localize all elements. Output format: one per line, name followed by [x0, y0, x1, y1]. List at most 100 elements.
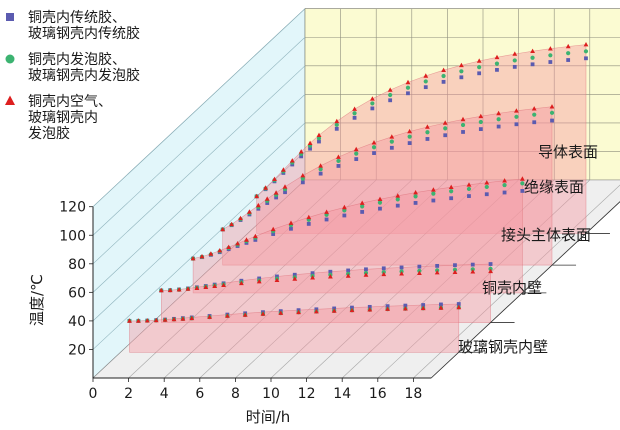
- data-point-triangle: [238, 215, 243, 221]
- data-point-square: [342, 213, 347, 218]
- data-point-circle: [413, 194, 418, 199]
- x-tick-label: 2: [124, 386, 133, 402]
- data-point-circle: [423, 79, 428, 84]
- data-point-triangle: [565, 43, 571, 49]
- data-point-triangle: [431, 187, 436, 192]
- side-gridline: [92, 122, 306, 322]
- data-point-circle: [460, 122, 466, 128]
- data-point-triangle: [514, 108, 519, 113]
- data-point-square: [470, 262, 475, 267]
- data-point-square: [328, 269, 333, 274]
- floor-edge: [430, 201, 620, 379]
- data-point-triangle: [331, 308, 337, 313]
- data-point-circle: [548, 53, 553, 58]
- data-point-triangle: [207, 314, 212, 319]
- legend-entry-line: 玻璃钢壳内: [28, 109, 98, 126]
- data-point-triangle: [381, 271, 387, 277]
- data-point-square: [354, 157, 359, 161]
- data-point-square: [381, 266, 386, 271]
- data-point-square: [439, 302, 443, 307]
- legend-entry: 铜壳内发泡胶、玻璃钢壳内发泡胶: [28, 51, 140, 84]
- data-point-triangle: [289, 158, 295, 163]
- data-point-circle: [532, 112, 537, 117]
- data-point-circle: [352, 111, 357, 116]
- data-point-triangle: [484, 180, 490, 185]
- floor-gridline: [270, 179, 484, 379]
- data-point-triangle: [349, 307, 355, 313]
- data-point-triangle: [212, 283, 218, 288]
- layer-ribbon: [222, 106, 553, 266]
- data-point-triangle: [478, 113, 484, 119]
- data-point-square: [456, 302, 461, 306]
- data-point-triangle: [496, 110, 501, 116]
- data-point-circle: [360, 204, 365, 209]
- floor-gridline: [163, 179, 377, 379]
- data-point-triangle: [441, 67, 446, 72]
- data-point-circle: [342, 208, 347, 213]
- data-point-square: [449, 196, 454, 201]
- data-point-triangle: [488, 268, 493, 274]
- data-point-square: [310, 271, 315, 276]
- data-point-triangle: [136, 318, 141, 323]
- data-point-square: [530, 62, 535, 67]
- floor-gridline: [377, 179, 591, 379]
- data-point-triangle: [144, 318, 150, 323]
- floor-gridline: [413, 184, 620, 379]
- data-point-triangle: [316, 132, 322, 137]
- data-point-triangle: [307, 140, 313, 145]
- data-point-triangle: [239, 280, 244, 286]
- legend-entry-line: 发泡胶: [28, 125, 70, 142]
- data-point-circle: [443, 126, 448, 131]
- data-point-triangle: [253, 233, 258, 239]
- data-point-square: [461, 130, 465, 134]
- floor-gridline: [235, 179, 448, 379]
- legend-entry: 铜壳内空气、玻璃钢壳内发泡胶: [28, 93, 112, 142]
- data-point-square: [253, 237, 258, 242]
- data-point-square: [443, 133, 448, 138]
- data-point-triangle: [512, 51, 518, 56]
- floor-gridline: [128, 179, 341, 379]
- data-point-square: [425, 137, 430, 141]
- data-point-square: [520, 189, 525, 193]
- y-tick-label: 20: [68, 342, 86, 358]
- data-point-triangle: [502, 178, 507, 183]
- data-point-square: [488, 262, 493, 266]
- data-point-triangle: [226, 244, 232, 249]
- data-point-square: [360, 210, 365, 214]
- data-point-triangle: [342, 204, 347, 210]
- data-point-triangle: [270, 226, 276, 232]
- data-point-triangle: [403, 306, 408, 311]
- data-point-square: [300, 180, 305, 185]
- data-point-triangle: [235, 241, 240, 246]
- data-point-triangle: [256, 279, 262, 284]
- data-point-triangle: [300, 173, 306, 178]
- data-point-triangle: [520, 176, 525, 181]
- data-point-circle: [388, 92, 393, 98]
- legend-marker-triangle: [5, 95, 15, 105]
- x-tick-label: 6: [195, 386, 204, 402]
- data-point-square: [484, 192, 489, 197]
- data-point-circle: [484, 184, 489, 190]
- data-point-square: [336, 164, 341, 168]
- side-gridline: [92, 94, 306, 293]
- y-axis-label: 温度/℃: [28, 274, 46, 326]
- data-point-circle: [395, 197, 400, 202]
- data-point-circle: [318, 167, 323, 172]
- data-point-circle: [494, 61, 500, 66]
- data-point-square: [423, 85, 428, 90]
- data-point-triangle: [306, 214, 312, 220]
- legend-entry-line: 铜壳内空气、: [28, 93, 112, 110]
- data-point-triangle: [345, 273, 351, 278]
- data-point-square: [431, 198, 436, 203]
- data-point-circle: [354, 151, 359, 156]
- data-point-circle: [496, 117, 501, 122]
- data-point-triangle: [296, 309, 301, 315]
- data-point-triangle: [220, 226, 226, 232]
- data-point-square: [317, 139, 321, 144]
- data-point-triangle: [459, 62, 464, 68]
- data-point-square: [372, 151, 376, 155]
- data-point-circle: [441, 73, 446, 79]
- data-point-triangle: [254, 193, 260, 199]
- data-point-triangle: [189, 315, 195, 321]
- data-point-square: [550, 118, 554, 123]
